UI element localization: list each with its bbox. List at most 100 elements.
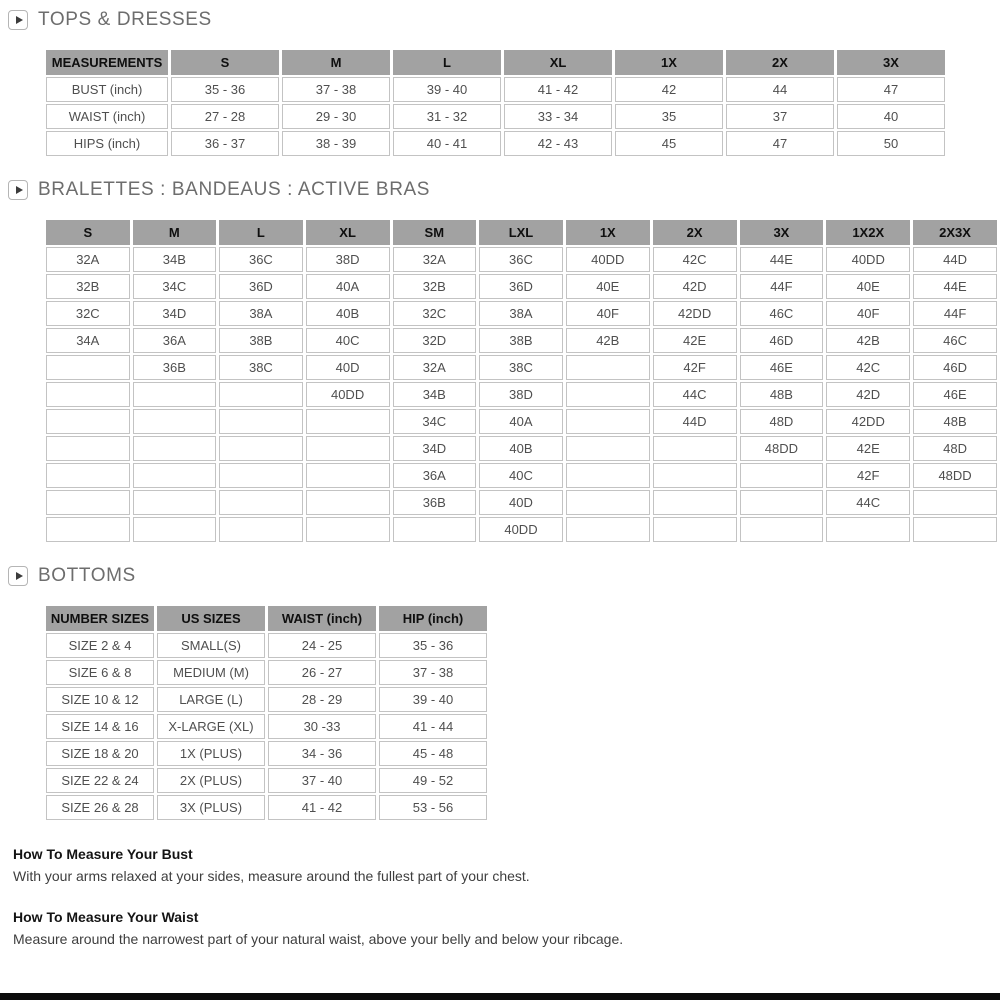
table-cell: 42 xyxy=(615,77,723,102)
section-title: TOPS & DRESSES xyxy=(38,9,212,30)
table-row: 34A 36A 38B 40C 32D 38B 42B 42E 46D 42B 46C xyxy=(46,328,997,353)
table-row: SIZE 18 & 20 1X (PLUS) 34 - 36 45 - 48 xyxy=(46,741,487,766)
table-cell: 42D xyxy=(826,382,911,407)
table-cell: 41 - 44 xyxy=(379,714,487,739)
section-bottoms: BOTTOMS NUMBER SIZES US SIZES WAIST (inch)… xyxy=(8,565,1000,822)
table-cell: 40D xyxy=(479,490,563,515)
section-title: BOTTOMS xyxy=(38,565,136,586)
table-cell: 38A xyxy=(479,301,563,326)
table-cell xyxy=(132,490,217,515)
table-cell: 32C xyxy=(46,301,130,326)
table-cell: 44C xyxy=(652,382,737,407)
table-cell xyxy=(46,409,130,434)
column-header: XL xyxy=(504,50,612,75)
table-cell: 39 - 40 xyxy=(393,77,501,102)
measuring-instructions: How To Measure Your Bust With your arms … xyxy=(13,846,1000,947)
table-row: 34D 40B 48DD 42E 48D xyxy=(46,436,997,461)
table-cell: 44C xyxy=(826,490,911,515)
table-cell: 42D xyxy=(652,274,737,299)
table-cell: 38C xyxy=(219,355,303,380)
table-cell: 32A xyxy=(392,247,477,272)
table-cell: 40DD xyxy=(826,247,911,272)
column-header: WAIST (inch) xyxy=(268,606,376,631)
note-heading-bust: How To Measure Your Bust xyxy=(13,846,193,862)
table-cell xyxy=(132,517,217,542)
table-cell xyxy=(132,436,217,461)
table-cell: 36 - 37 xyxy=(171,131,279,156)
table-cell: 42E xyxy=(826,436,911,461)
column-header: 3X xyxy=(739,220,824,245)
table-cell xyxy=(46,517,130,542)
column-header: M xyxy=(132,220,217,245)
table-cell xyxy=(565,382,650,407)
section-title: BRALETTES : BANDEAUS : ACTIVE BRAS xyxy=(38,179,431,200)
table-cell: 42 - 43 xyxy=(504,131,612,156)
table-cell xyxy=(652,490,737,515)
table-cell: LARGE (L) xyxy=(157,687,265,712)
triangle-glyph xyxy=(15,186,23,194)
table-row: WAIST (inch) 27 - 28 29 - 30 31 - 32 33 - 34… xyxy=(46,104,945,129)
table-cell xyxy=(652,436,737,461)
table-cell: 47 xyxy=(837,77,945,102)
table-row: SIZE 6 & 8 MEDIUM (M) 26 - 27 37 - 38 xyxy=(46,660,487,685)
table-cell: 46E xyxy=(913,382,997,407)
table-cell: 48DD xyxy=(913,463,997,488)
table-cell: 27 - 28 xyxy=(171,104,279,129)
bottoms-table: NUMBER SIZES US SIZES WAIST (inch) HIP (inc… xyxy=(43,604,490,822)
table-cell: 37 xyxy=(726,104,834,129)
table-cell: 37 - 40 xyxy=(268,768,376,793)
table-cell: 36D xyxy=(219,274,303,299)
column-header: SM xyxy=(392,220,477,245)
table-cell: 42B xyxy=(565,328,650,353)
column-header: MEASUREMENTS xyxy=(46,50,168,75)
column-header: 2X xyxy=(652,220,737,245)
table-cell: X-LARGE (XL) xyxy=(157,714,265,739)
table-cell xyxy=(565,490,650,515)
table-row: 40DD xyxy=(46,517,997,542)
table-cell xyxy=(132,409,217,434)
table-cell xyxy=(652,517,737,542)
table-cell xyxy=(565,463,650,488)
table-row: SIZE 10 & 12 LARGE (L) 28 - 29 39 - 40 xyxy=(46,687,487,712)
column-header: XL xyxy=(305,220,390,245)
play-icon[interactable] xyxy=(8,566,28,586)
table-cell: 46D xyxy=(739,328,824,353)
table-row: 36A 40C 42F 48DD xyxy=(46,463,997,488)
table-cell xyxy=(739,463,824,488)
table-cell: 48D xyxy=(913,436,997,461)
column-header: M xyxy=(282,50,390,75)
table-cell: 46E xyxy=(739,355,824,380)
table-cell: 32B xyxy=(46,274,130,299)
table-cell xyxy=(46,463,130,488)
table-cell: 48D xyxy=(739,409,824,434)
table-cell xyxy=(739,490,824,515)
table-cell: 36A xyxy=(392,463,477,488)
table-cell xyxy=(652,463,737,488)
table-cell: 38B xyxy=(479,328,563,353)
table-cell xyxy=(305,490,390,515)
table-row: 36B 40D 44C xyxy=(46,490,997,515)
column-header: L xyxy=(393,50,501,75)
table-row: SIZE 26 & 28 3X (PLUS) 41 - 42 53 - 56 xyxy=(46,795,487,820)
footer-bar xyxy=(0,993,1000,1000)
section-bralettes: BRALETTES : BANDEAUS : ACTIVE BRAS S M L XL… xyxy=(8,179,1000,544)
table-cell: 42F xyxy=(652,355,737,380)
table-cell: 48DD xyxy=(739,436,824,461)
table-cell: 40A xyxy=(305,274,390,299)
triangle-glyph xyxy=(15,16,23,24)
play-icon[interactable] xyxy=(8,10,28,30)
note-heading-waist: How To Measure Your Waist xyxy=(13,909,199,925)
table-cell: 36C xyxy=(479,247,563,272)
column-header: HIP (inch) xyxy=(379,606,487,631)
table-cell: 49 - 52 xyxy=(379,768,487,793)
play-icon[interactable] xyxy=(8,180,28,200)
table-row: SIZE 2 & 4 SMALL(S) 24 - 25 35 - 36 xyxy=(46,633,487,658)
table-cell: 42DD xyxy=(652,301,737,326)
table-cell: 40F xyxy=(826,301,911,326)
table-cell xyxy=(305,409,390,434)
table-row: BUST (inch) 35 - 36 37 - 38 39 - 40 41 - 42 4… xyxy=(46,77,945,102)
header-row: MEASUREMENTS S M L XL 1X 2X 3X xyxy=(46,50,945,75)
table-cell xyxy=(219,463,303,488)
table-cell: 35 xyxy=(615,104,723,129)
table-cell: 40E xyxy=(826,274,911,299)
